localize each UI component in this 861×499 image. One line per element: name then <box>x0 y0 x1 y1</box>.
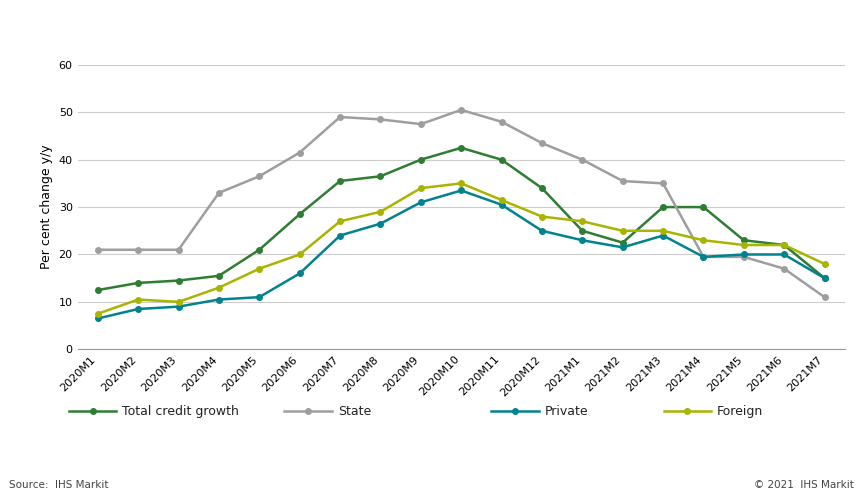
State <box>455 107 466 113</box>
Private <box>819 275 829 281</box>
State <box>214 190 224 196</box>
Private <box>697 254 708 260</box>
State <box>334 114 344 120</box>
Foreign <box>415 185 425 191</box>
Foreign <box>738 242 748 248</box>
Foreign <box>294 251 305 257</box>
Foreign <box>577 219 587 225</box>
Line: State: State <box>95 107 827 300</box>
Total credit growth <box>657 204 667 210</box>
Foreign <box>496 197 506 203</box>
State <box>819 294 829 300</box>
Total credit growth <box>738 238 748 244</box>
Private <box>657 233 667 239</box>
Foreign <box>173 299 183 305</box>
Total credit growth <box>778 242 789 248</box>
Total credit growth <box>496 157 506 163</box>
Total credit growth <box>254 247 264 253</box>
State <box>657 181 667 187</box>
Private <box>415 200 425 206</box>
Y-axis label: Per cent change y/y: Per cent change y/y <box>40 145 53 269</box>
Total credit growth <box>173 277 183 283</box>
Private <box>133 306 143 312</box>
Private <box>455 188 466 194</box>
State <box>616 178 627 184</box>
Foreign <box>214 284 224 290</box>
Total credit growth <box>133 280 143 286</box>
State <box>697 254 708 260</box>
State <box>294 150 305 156</box>
State <box>738 254 748 260</box>
Text: Total credit growth: Total credit growth <box>122 405 239 418</box>
State <box>173 247 183 253</box>
Private <box>778 251 789 257</box>
State <box>92 247 102 253</box>
Foreign <box>697 238 708 244</box>
Foreign <box>334 219 344 225</box>
Private <box>577 238 587 244</box>
Line: Foreign: Foreign <box>95 181 827 316</box>
State <box>577 157 587 163</box>
State <box>254 173 264 179</box>
Private <box>334 233 344 239</box>
State <box>536 140 547 146</box>
Total credit growth <box>375 173 385 179</box>
Private <box>375 221 385 227</box>
Total credit growth <box>577 228 587 234</box>
Total credit growth <box>697 204 708 210</box>
State <box>133 247 143 253</box>
Line: Total credit growth: Total credit growth <box>95 145 827 293</box>
Total credit growth <box>415 157 425 163</box>
Foreign <box>92 311 102 317</box>
Text: Foreign: Foreign <box>716 405 763 418</box>
Text: Source:  IHS Markit: Source: IHS Markit <box>9 480 108 491</box>
Line: Private: Private <box>95 188 827 321</box>
State <box>496 119 506 125</box>
Total credit growth <box>334 178 344 184</box>
Foreign <box>778 242 789 248</box>
Text: Turkey's credit growth by bank ownership type: Turkey's credit growth by bank ownership… <box>10 24 399 42</box>
Foreign <box>616 228 627 234</box>
Private <box>536 228 547 234</box>
Foreign <box>375 209 385 215</box>
Foreign <box>455 181 466 187</box>
Text: © 2021  IHS Markit: © 2021 IHS Markit <box>753 480 852 491</box>
Private <box>496 202 506 208</box>
Private <box>294 270 305 276</box>
Foreign <box>133 296 143 302</box>
Total credit growth <box>294 211 305 217</box>
Private <box>616 245 627 250</box>
Private <box>738 251 748 257</box>
Foreign <box>657 228 667 234</box>
Private <box>214 296 224 302</box>
Private <box>173 303 183 309</box>
State <box>375 116 385 122</box>
Total credit growth <box>536 185 547 191</box>
State <box>778 266 789 272</box>
Private <box>254 294 264 300</box>
State <box>415 121 425 127</box>
Private <box>92 315 102 321</box>
Total credit growth <box>455 145 466 151</box>
Text: Private: Private <box>544 405 588 418</box>
Total credit growth <box>214 273 224 279</box>
Foreign <box>819 261 829 267</box>
Text: State: State <box>338 405 371 418</box>
Foreign <box>536 214 547 220</box>
Total credit growth <box>92 287 102 293</box>
Total credit growth <box>616 240 627 246</box>
Foreign <box>254 266 264 272</box>
Total credit growth <box>819 275 829 281</box>
